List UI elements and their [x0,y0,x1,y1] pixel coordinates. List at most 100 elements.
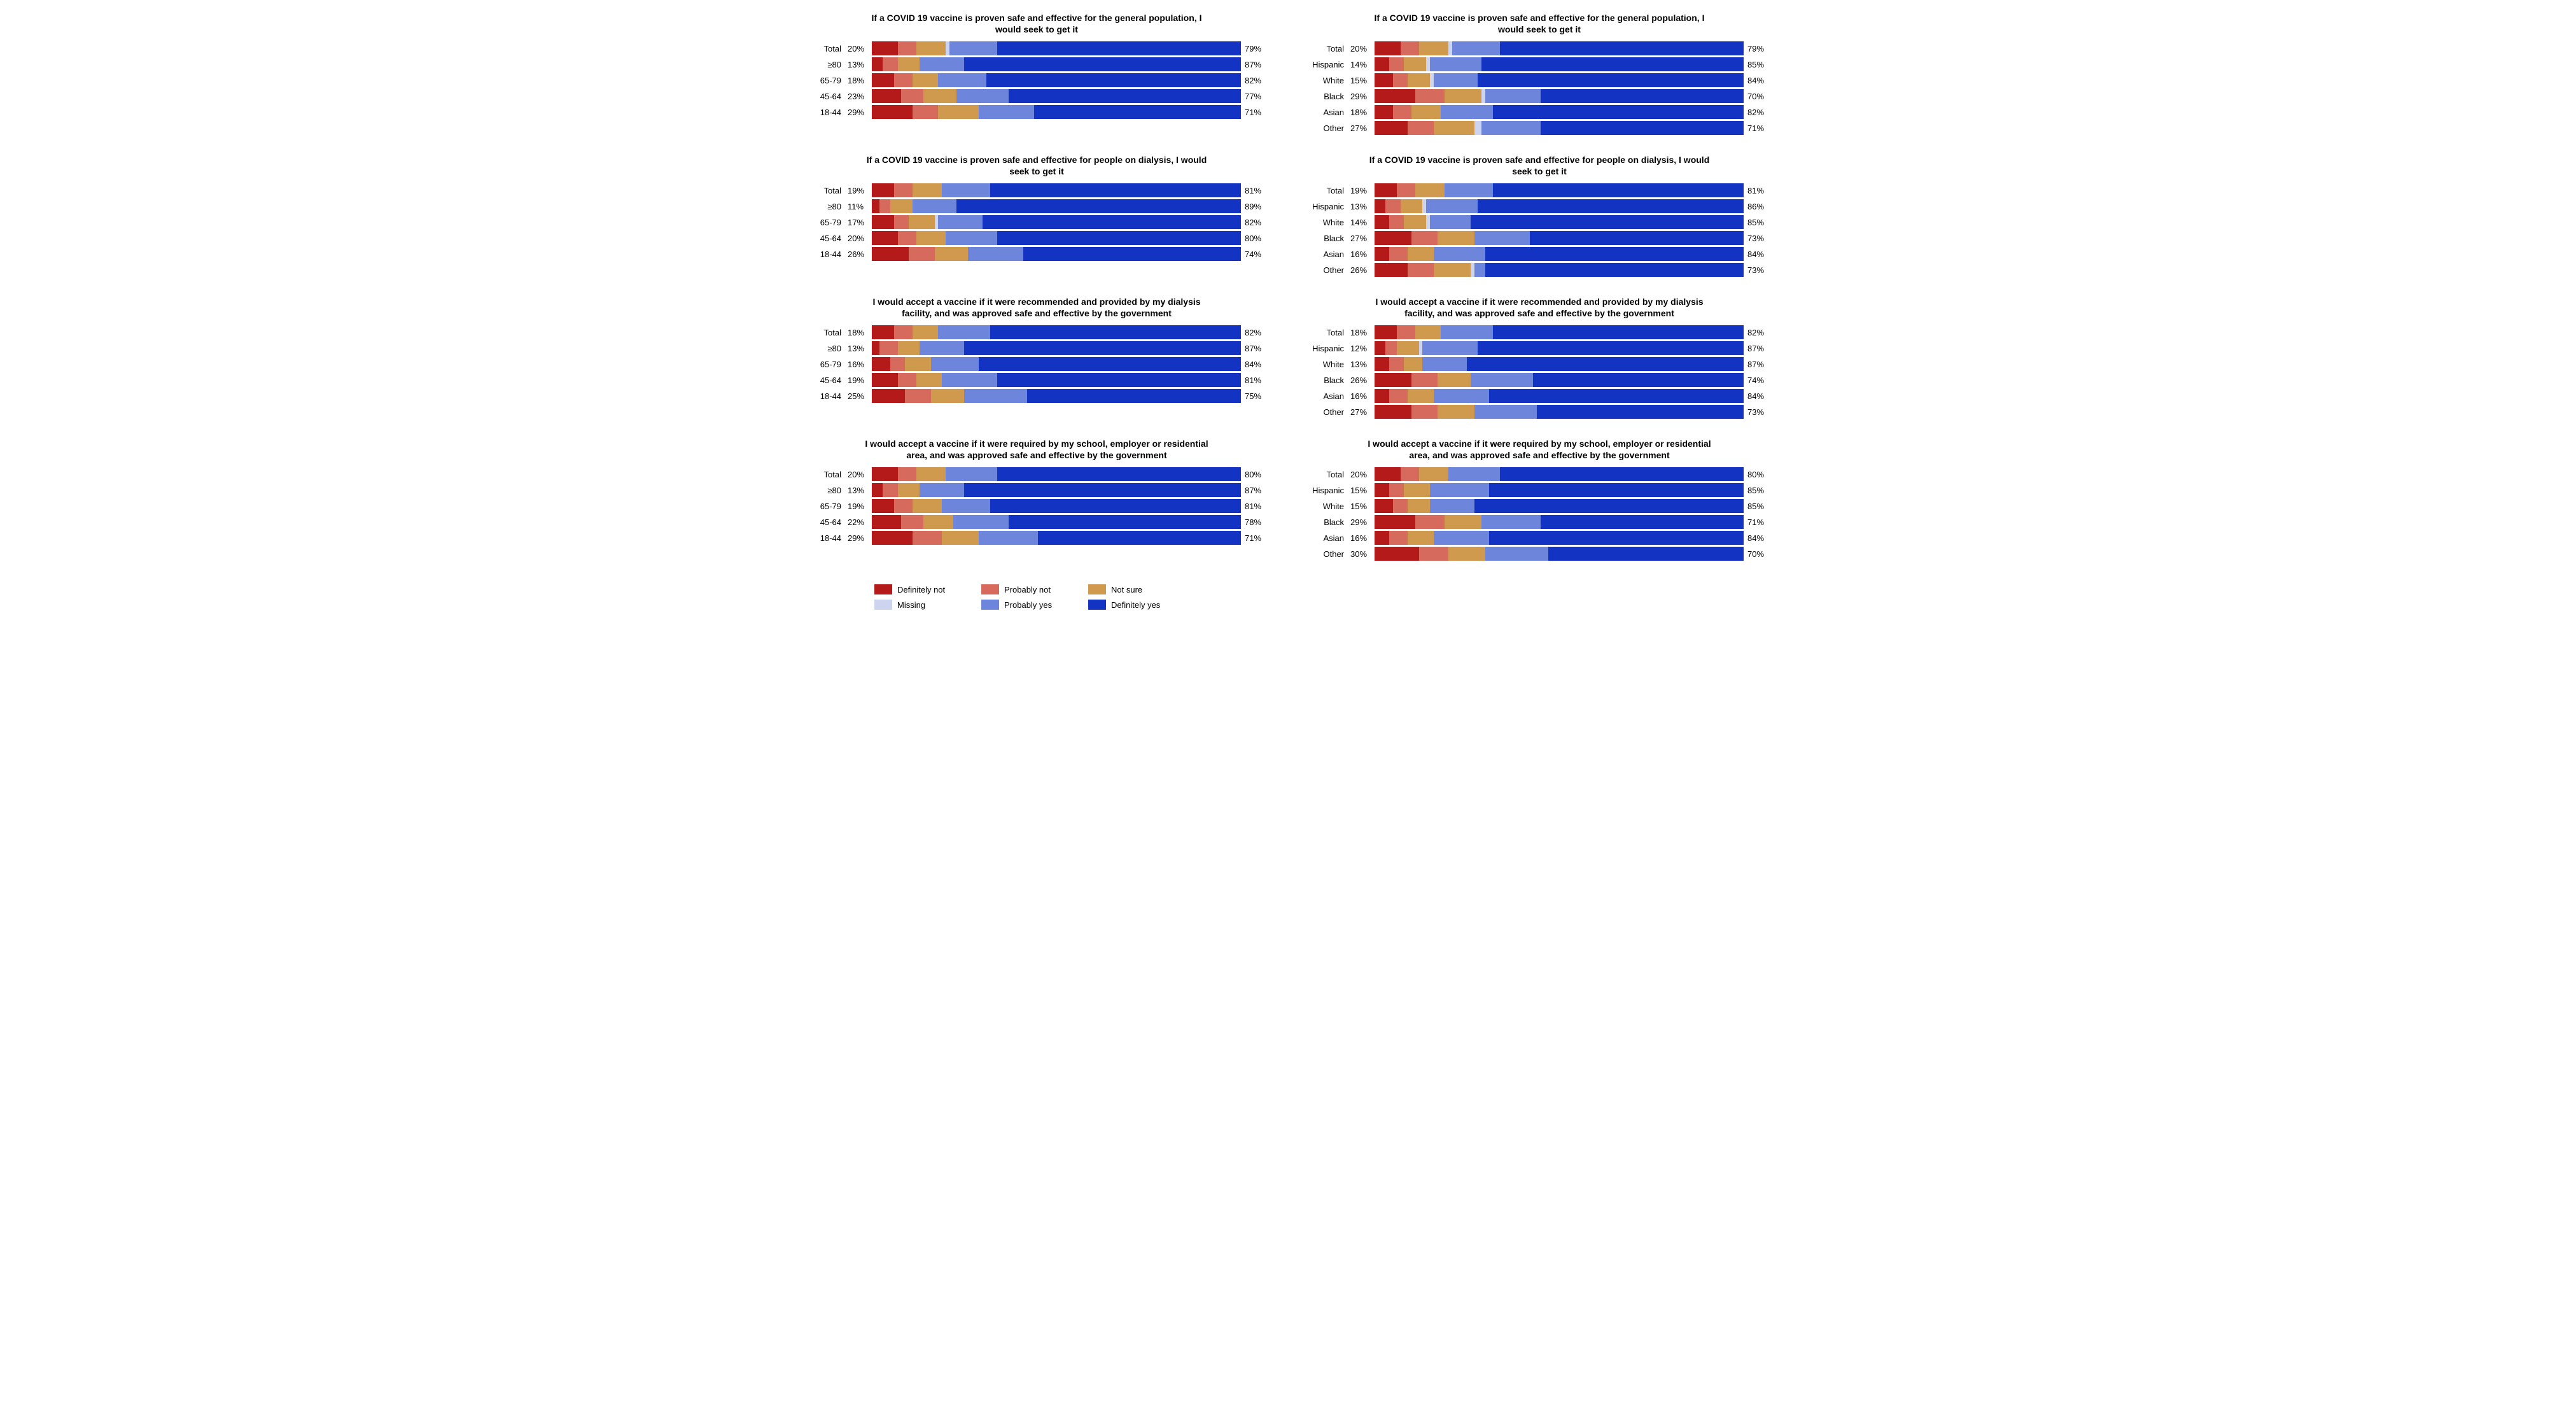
bar-row: ≥8013%87% [804,57,1269,71]
row-category-label: Other [1307,123,1347,133]
bar-segment-probably-yes [968,247,1023,261]
row-category-label: Total [804,186,844,195]
row-left-percent: 30% [1347,549,1375,559]
bar-segment-probably-yes [1481,515,1541,529]
stacked-bar [1375,199,1744,213]
bar-segment-probably-not [894,73,913,87]
bar-segment-probably-yes [1430,483,1489,497]
row-right-percent: 82% [1744,108,1772,117]
bar-segment-definitely-not [872,41,898,55]
bar-row: Total19%81% [804,183,1269,197]
bar-segment-probably-yes [920,57,964,71]
bar-row: Other27%71% [1307,121,1772,135]
bar-segment-probably-not [1389,357,1404,371]
bar-segment-probably-not [1397,325,1415,339]
row-left-percent: 11% [844,202,872,211]
bar-segment-definitely-yes [1478,199,1744,213]
row-category-label: 18-44 [804,533,844,543]
bar-row: ≥8013%87% [804,483,1269,497]
bar-segment-definitely-yes [1548,547,1744,561]
bar-segment-definitely-yes [1485,247,1744,261]
stacked-bar [1375,247,1744,261]
stacked-bar [872,373,1241,387]
bar-segment-definitely-not [872,73,894,87]
row-right-percent: 84% [1744,76,1772,85]
row-right-percent: 70% [1744,549,1772,559]
bar-row: Total20%79% [1307,41,1772,55]
row-category-label: Hispanic [1307,202,1347,211]
bar-segment-definitely-not [872,531,913,545]
bar-segment-definitely-not [1375,121,1408,135]
row-right-percent: 79% [1241,44,1269,53]
bar-row: 18-4425%75% [804,389,1269,403]
stacked-bar [1375,357,1744,371]
bar-segment-not-sure [1438,373,1471,387]
bar-segment-definitely-not [872,515,901,529]
row-left-percent: 16% [1347,533,1375,543]
bar-segment-probably-yes [920,341,964,355]
row-category-label: White [1307,502,1347,511]
stacked-bar [1375,121,1744,135]
chart-panel: I would accept a vaccine if it were requ… [804,439,1269,563]
row-left-percent: 20% [844,470,872,479]
bar-segment-not-sure [1448,547,1485,561]
bar-segment-not-sure [913,183,942,197]
row-left-percent: 22% [844,517,872,527]
stacked-bar [1375,389,1744,403]
row-category-label: Total [804,470,844,479]
row-category-label: 65-79 [804,360,844,369]
bar-row: Total18%82% [1307,325,1772,339]
bar-row: Other26%73% [1307,263,1772,277]
legend-label: Not sure [1111,585,1142,594]
bar-segment-probably-yes [956,89,1008,103]
row-category-label: ≥80 [804,60,844,69]
bar-segment-probably-yes [938,215,983,229]
panel-title: If a COVID 19 vaccine is proven safe and… [1361,155,1718,177]
bar-row: Total20%79% [804,41,1269,55]
row-category-label: 18-44 [804,108,844,117]
bar-segment-not-sure [909,215,935,229]
bar-segment-definitely-not [1375,199,1385,213]
bar-segment-definitely-yes [964,483,1241,497]
panel-title: I would accept a vaccine if it were reco… [858,297,1215,319]
bar-segment-definitely-not [1375,89,1415,103]
row-right-percent: 71% [1241,533,1269,543]
row-category-label: 45-64 [804,92,844,101]
bar-segment-probably-not [1419,547,1448,561]
bar-segment-not-sure [898,57,920,71]
bar-segment-probably-yes [1430,215,1471,229]
bar-segment-definitely-not [872,183,894,197]
legend-label: Probably yes [1004,600,1052,610]
bar-segment-probably-not [898,373,916,387]
bar-segment-probably-yes [1474,263,1485,277]
row-category-label: Black [1307,376,1347,385]
row-left-percent: 18% [1347,108,1375,117]
panel-title: I would accept a vaccine if it were requ… [1361,439,1718,461]
bar-segment-probably-yes [913,199,957,213]
bar-segment-definitely-yes [964,341,1241,355]
row-right-percent: 74% [1744,376,1772,385]
bar-segment-definitely-not [1375,389,1389,403]
bar-row: White14%85% [1307,215,1772,229]
stacked-bar [872,183,1241,197]
row-right-percent: 87% [1241,486,1269,495]
bar-segment-probably-yes [964,389,1027,403]
chart-panel: If a COVID 19 vaccine is proven safe and… [804,13,1269,137]
chart-panel: If a COVID 19 vaccine is proven safe and… [1307,155,1772,279]
bar-segment-definitely-yes [956,199,1241,213]
bar-segment-probably-not [1408,263,1434,277]
row-left-percent: 13% [844,60,872,69]
bar-row: Asian16%84% [1307,389,1772,403]
row-category-label: White [1307,360,1347,369]
bar-segment-definitely-yes [990,183,1241,197]
bar-segment-probably-not [890,357,905,371]
bar-segment-probably-not [901,515,923,529]
bar-segment-definitely-not [872,483,883,497]
row-right-percent: 85% [1744,218,1772,227]
bar-row: Black26%74% [1307,373,1772,387]
bar-segment-definitely-yes [997,231,1241,245]
bar-segment-definitely-yes [1500,41,1744,55]
row-left-percent: 18% [1347,328,1375,337]
bar-segment-definitely-yes [1489,483,1744,497]
row-left-percent: 27% [1347,407,1375,417]
